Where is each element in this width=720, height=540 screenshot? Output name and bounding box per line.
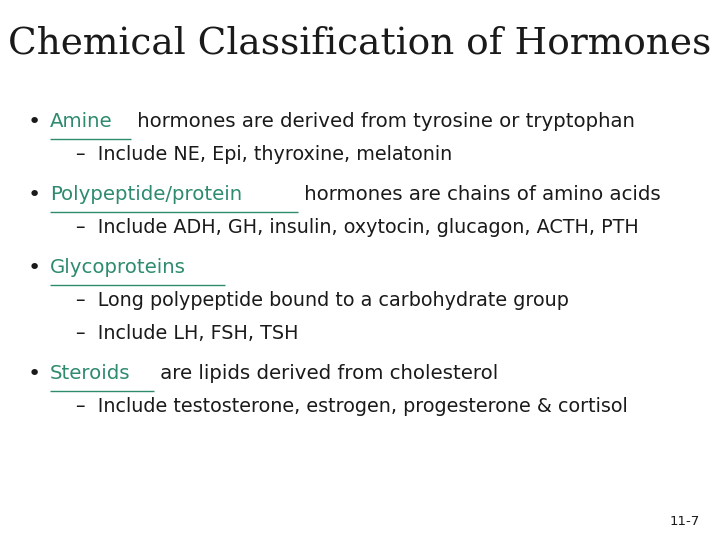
Text: •: • xyxy=(28,258,41,278)
Text: –  Include testosterone, estrogen, progesterone & cortisol: – Include testosterone, estrogen, proges… xyxy=(76,397,628,416)
Text: are lipids derived from cholesterol: are lipids derived from cholesterol xyxy=(154,364,498,383)
Text: Steroids: Steroids xyxy=(50,364,130,383)
Text: Glycoproteins: Glycoproteins xyxy=(50,258,186,277)
Text: –  Include NE, Epi, thyroxine, melatonin: – Include NE, Epi, thyroxine, melatonin xyxy=(76,145,452,164)
Text: •: • xyxy=(28,185,41,205)
Text: hormones are chains of amino acids: hormones are chains of amino acids xyxy=(298,185,661,204)
Text: –  Long polypeptide bound to a carbohydrate group: – Long polypeptide bound to a carbohydra… xyxy=(76,291,569,310)
Text: Amine: Amine xyxy=(50,112,112,131)
Text: •: • xyxy=(28,112,41,132)
Text: Polypeptide/protein: Polypeptide/protein xyxy=(50,185,242,204)
Text: Chemical Classification of Hormones: Chemical Classification of Hormones xyxy=(9,26,711,62)
Text: 11-7: 11-7 xyxy=(670,515,700,528)
Text: –  Include LH, FSH, TSH: – Include LH, FSH, TSH xyxy=(76,324,299,343)
Text: hormones are derived from tyrosine or tryptophan: hormones are derived from tyrosine or tr… xyxy=(131,112,635,131)
Text: –  Include ADH, GH, insulin, oxytocin, glucagon, ACTH, PTH: – Include ADH, GH, insulin, oxytocin, gl… xyxy=(76,218,639,237)
Text: •: • xyxy=(28,364,41,384)
